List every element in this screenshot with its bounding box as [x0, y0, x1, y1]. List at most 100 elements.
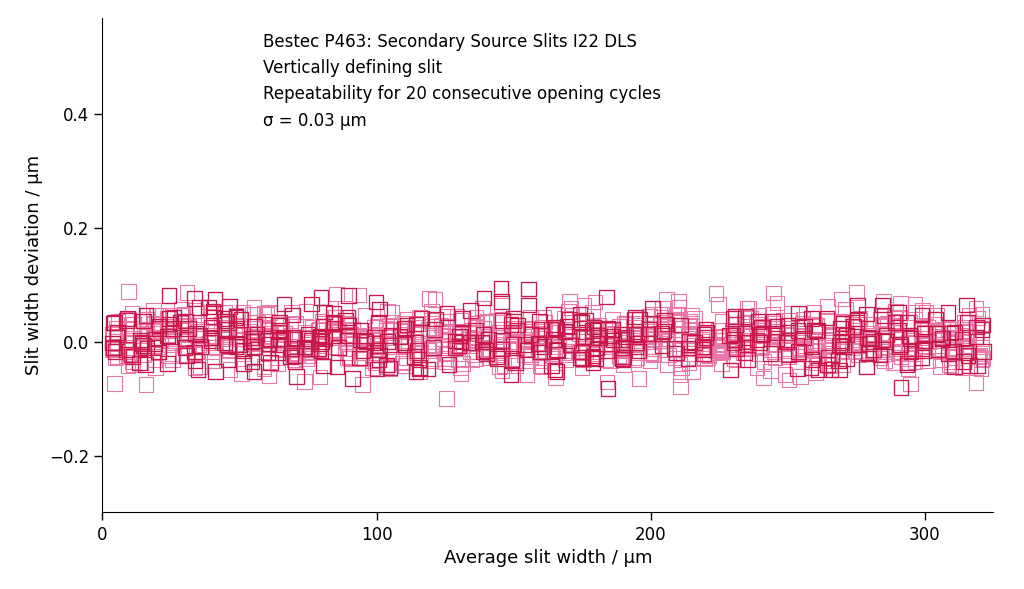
Point — [269, 335, 286, 344]
Point — [352, 336, 369, 345]
Point — [899, 317, 915, 327]
Point — [351, 353, 368, 363]
Point — [822, 365, 839, 375]
Point — [412, 363, 428, 372]
Point — [398, 341, 415, 350]
Point — [791, 347, 807, 356]
Point — [564, 310, 581, 320]
Point — [145, 343, 162, 352]
Point — [479, 317, 496, 326]
Point — [352, 333, 369, 342]
Point — [119, 314, 135, 323]
Point — [312, 293, 329, 302]
Point — [764, 316, 780, 326]
Point — [804, 313, 820, 323]
Point — [287, 345, 303, 355]
Point — [488, 352, 505, 361]
Point — [478, 346, 495, 355]
Point — [523, 330, 540, 339]
Point — [342, 354, 358, 363]
Point — [259, 332, 275, 342]
Point — [865, 336, 882, 346]
Point — [392, 332, 409, 342]
Point — [177, 336, 194, 346]
Point — [228, 342, 245, 351]
Point — [426, 325, 442, 335]
Point — [327, 319, 343, 329]
Point — [110, 327, 126, 337]
Point — [531, 316, 548, 326]
Point — [698, 327, 715, 337]
Point — [228, 320, 245, 330]
Point — [427, 315, 443, 324]
Point — [630, 330, 646, 339]
Point — [509, 325, 525, 335]
Point — [957, 341, 974, 350]
Point — [871, 353, 888, 363]
Point — [714, 339, 730, 349]
Point — [138, 311, 155, 320]
Point — [630, 320, 646, 330]
Point — [740, 344, 757, 353]
Point — [696, 330, 713, 339]
Point — [695, 349, 712, 359]
Point — [331, 343, 347, 352]
Point — [327, 320, 343, 329]
Point — [780, 349, 797, 359]
Point — [409, 346, 425, 355]
Point — [427, 315, 443, 324]
Point — [439, 327, 456, 337]
Point — [918, 307, 934, 317]
Point — [725, 351, 741, 360]
Point — [969, 323, 985, 332]
Point — [959, 350, 976, 360]
Point — [312, 293, 329, 302]
Point — [544, 361, 560, 370]
Point — [831, 365, 848, 375]
Point — [178, 334, 195, 343]
Point — [310, 324, 327, 333]
Point — [681, 331, 697, 340]
Point — [598, 346, 614, 355]
Point — [959, 318, 976, 327]
Point — [863, 334, 880, 343]
Point — [810, 326, 826, 335]
Point — [493, 344, 509, 353]
Point — [974, 325, 990, 334]
Point — [631, 315, 647, 324]
Point — [572, 353, 589, 362]
Point — [969, 327, 985, 337]
Point — [392, 326, 409, 335]
Point — [301, 343, 317, 353]
Point — [380, 360, 396, 370]
Point — [888, 332, 904, 341]
Point — [588, 323, 604, 333]
Point — [874, 335, 891, 345]
Point — [726, 335, 742, 345]
Point — [356, 332, 373, 341]
Point — [352, 331, 369, 340]
Point — [974, 342, 990, 352]
Point — [382, 363, 398, 372]
Point — [916, 336, 933, 346]
Point — [186, 349, 203, 358]
Point — [325, 342, 341, 351]
Point — [120, 361, 136, 370]
Point — [126, 330, 142, 340]
Point — [236, 359, 252, 368]
Point — [216, 338, 232, 348]
Point — [617, 319, 634, 329]
Point — [522, 352, 539, 361]
Point — [285, 310, 301, 320]
Point — [138, 343, 155, 353]
Point — [352, 336, 369, 346]
Point — [164, 325, 180, 334]
Point — [532, 328, 549, 337]
Point — [125, 360, 141, 369]
Point — [297, 327, 313, 337]
Point — [860, 332, 877, 342]
Point — [822, 365, 839, 375]
Point — [529, 339, 546, 348]
Point — [769, 329, 785, 338]
Point — [352, 325, 369, 335]
